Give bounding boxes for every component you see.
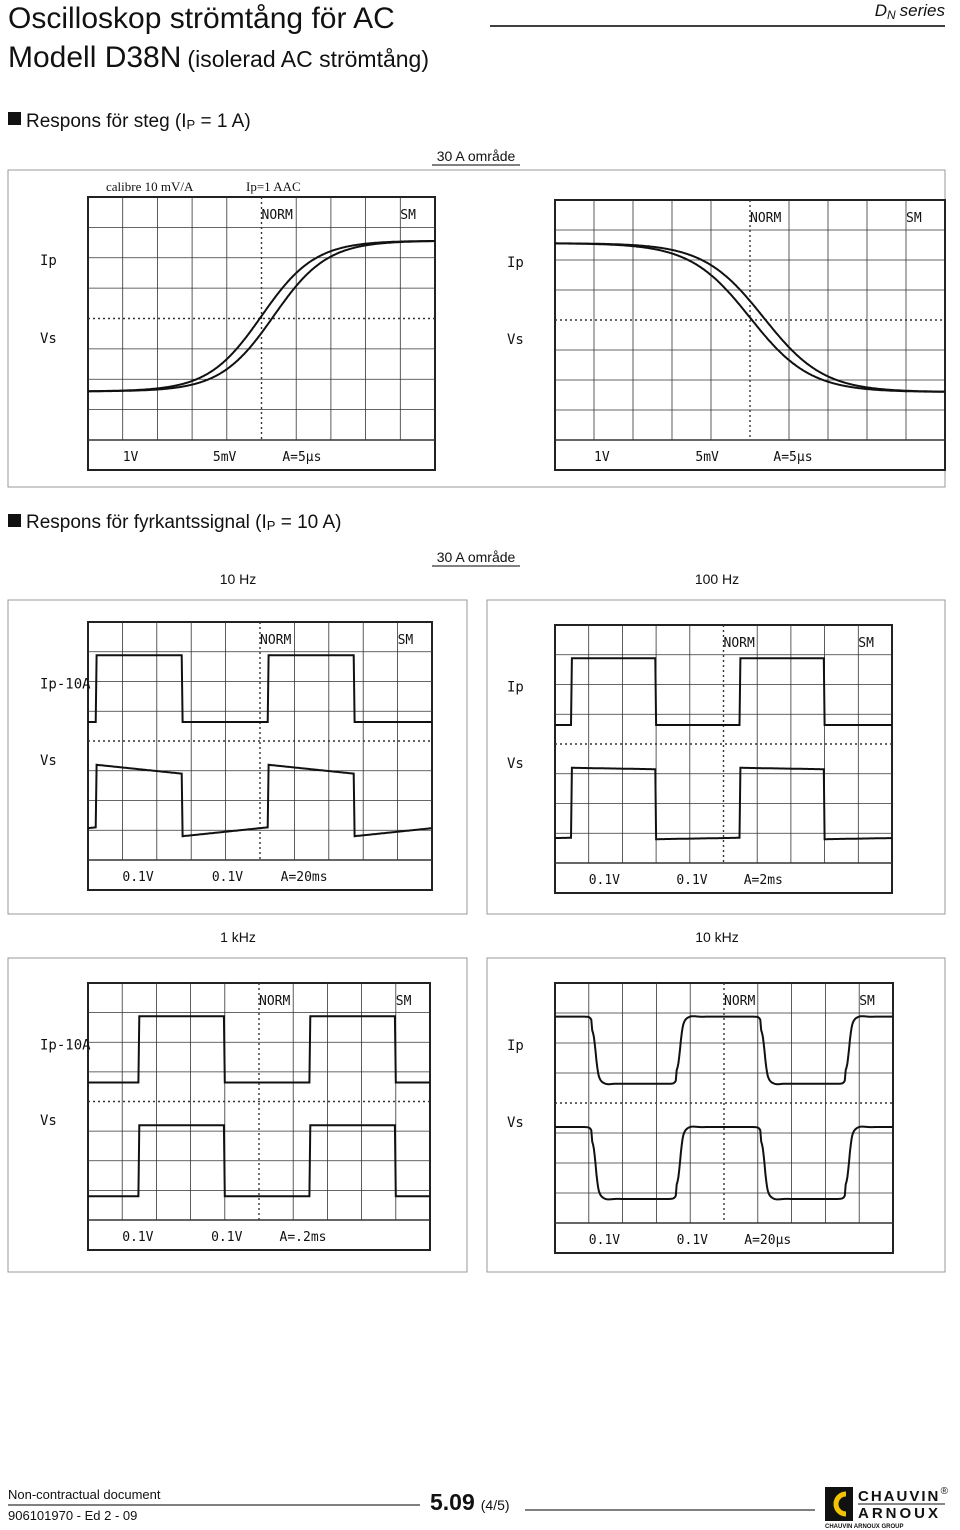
footer-ref: 906101970 - Ed 2 - 09 — [8, 1508, 137, 1523]
page-sub: (4/5) — [481, 1497, 510, 1513]
panel-frame — [486, 957, 946, 1273]
scope-label: A=.2ms — [280, 1230, 327, 1245]
logo-group: CHAUVIN ARNOUX GROUP — [825, 1524, 903, 1530]
waveform — [88, 1124, 430, 1198]
page-main: 5.09 — [430, 1489, 475, 1515]
scope-label: NORM — [724, 636, 755, 651]
waveform — [555, 1015, 893, 1086]
scope-label: Vs — [40, 1113, 57, 1129]
scope-frame — [87, 621, 433, 891]
scope-top-label: Ip=1 AAC — [246, 179, 301, 194]
heading-sub: P — [187, 117, 196, 132]
scope-label: 0.1V — [589, 873, 620, 888]
scope-label: Vs — [40, 331, 57, 347]
scope-label: 5mV — [213, 450, 237, 465]
waveform — [88, 240, 435, 393]
scope-frame — [554, 624, 893, 894]
scope-top-label: calibre 10 mV/A — [106, 179, 194, 194]
scope-frame — [87, 982, 431, 1251]
scope-label: SM — [396, 994, 412, 1009]
page-number: 5.09 (4/5) — [430, 1489, 510, 1515]
scope-label: Ip — [507, 680, 524, 696]
frequency: 10 Hz — [220, 571, 257, 587]
scope-label: SM — [400, 208, 416, 223]
footer-note: Non-contractual document — [8, 1487, 161, 1502]
scope-label: A=20µs — [744, 1233, 791, 1248]
scope-label: 5mV — [695, 450, 719, 465]
model-name: Modell D38N — [8, 41, 181, 74]
scope-label: NORM — [750, 211, 781, 226]
logo-arc — [833, 1491, 847, 1517]
scope-label: 0.1V — [122, 1230, 153, 1245]
range: 30 A område — [437, 148, 516, 164]
logo-reg: ® — [941, 1486, 949, 1497]
scope-label: A=20ms — [281, 870, 328, 885]
waveform — [555, 1125, 893, 1201]
logo: CHAUVIN ® ARNOUX CHAUVIN ARNOUX GROUP — [825, 1486, 949, 1530]
scope-label: SM — [858, 636, 874, 651]
heading: Respons för fyrkantssignal (IP = 10 A) — [26, 512, 341, 533]
scope-label: Ip-10A — [40, 1037, 91, 1053]
frequency: 1 kHz — [220, 929, 256, 945]
scope-label: 1V — [123, 450, 139, 465]
logo-mark — [825, 1487, 853, 1521]
bullet — [8, 514, 21, 527]
series-d: D — [875, 1, 887, 20]
scope-label: Ip — [507, 1038, 524, 1054]
series: DN series — [875, 1, 946, 22]
heading-b: = 10 A) — [275, 512, 341, 533]
heading-a: Respons för steg (I — [26, 111, 187, 132]
scope-label: NORM — [259, 994, 290, 1009]
scope-label: NORM — [724, 994, 755, 1009]
scope-label: SM — [398, 633, 414, 648]
series-n: N — [887, 8, 896, 22]
scope-label: Ip — [40, 253, 57, 269]
scope-label: Ip — [507, 255, 524, 271]
scope-label: 1V — [594, 450, 610, 465]
frequency: 100 Hz — [695, 571, 739, 587]
scope-label: Vs — [507, 1115, 524, 1131]
scope-label: Vs — [507, 332, 524, 348]
scope-label: Vs — [507, 756, 524, 772]
scope-label: 0.1V — [122, 870, 153, 885]
scope-label: A=5µs — [773, 450, 812, 465]
logo-b: ARNOUX — [858, 1505, 941, 1522]
model-note: (isolerad AC strömtång) — [187, 46, 429, 72]
heading: Respons för steg (IP = 1 A) — [26, 111, 251, 132]
waveform — [554, 766, 892, 841]
scope-label: SM — [906, 211, 922, 226]
panel-frame — [7, 599, 468, 915]
scope-label: 0.1V — [676, 873, 707, 888]
heading-sub: P — [267, 518, 276, 533]
waveform — [555, 242, 945, 393]
scope-label: Vs — [40, 753, 57, 769]
scope-label: A=5µs — [282, 450, 321, 465]
waveform — [88, 1015, 430, 1084]
waveform — [87, 763, 433, 838]
heading-b: = 1 A) — [195, 111, 250, 132]
scope-label: 0.1V — [211, 1230, 242, 1245]
scope-label: Ip-10A — [40, 677, 91, 693]
range: 30 A område — [437, 549, 516, 565]
scope-label: SM — [859, 994, 875, 1009]
model: Modell D38N (isolerad AC strömtång) — [8, 41, 429, 74]
scope-label: NORM — [260, 633, 291, 648]
frequency: 10 kHz — [695, 929, 739, 945]
scope-label: 0.1V — [589, 1233, 620, 1248]
waveform — [88, 654, 432, 723]
scope-label: A=2ms — [744, 873, 783, 888]
waveform — [555, 657, 892, 726]
title: Oscilloskop strömtång för AC — [8, 2, 395, 35]
bullet — [8, 112, 21, 125]
panel-frame — [7, 957, 468, 1273]
scope-label: 0.1V — [677, 1233, 708, 1248]
logo-a: CHAUVIN — [858, 1488, 940, 1505]
panel-frame — [486, 599, 946, 915]
scope-label: 0.1V — [212, 870, 243, 885]
series-word: series — [900, 1, 946, 20]
heading-a: Respons för fyrkantssignal (I — [26, 512, 267, 533]
scope-label: NORM — [262, 208, 293, 223]
